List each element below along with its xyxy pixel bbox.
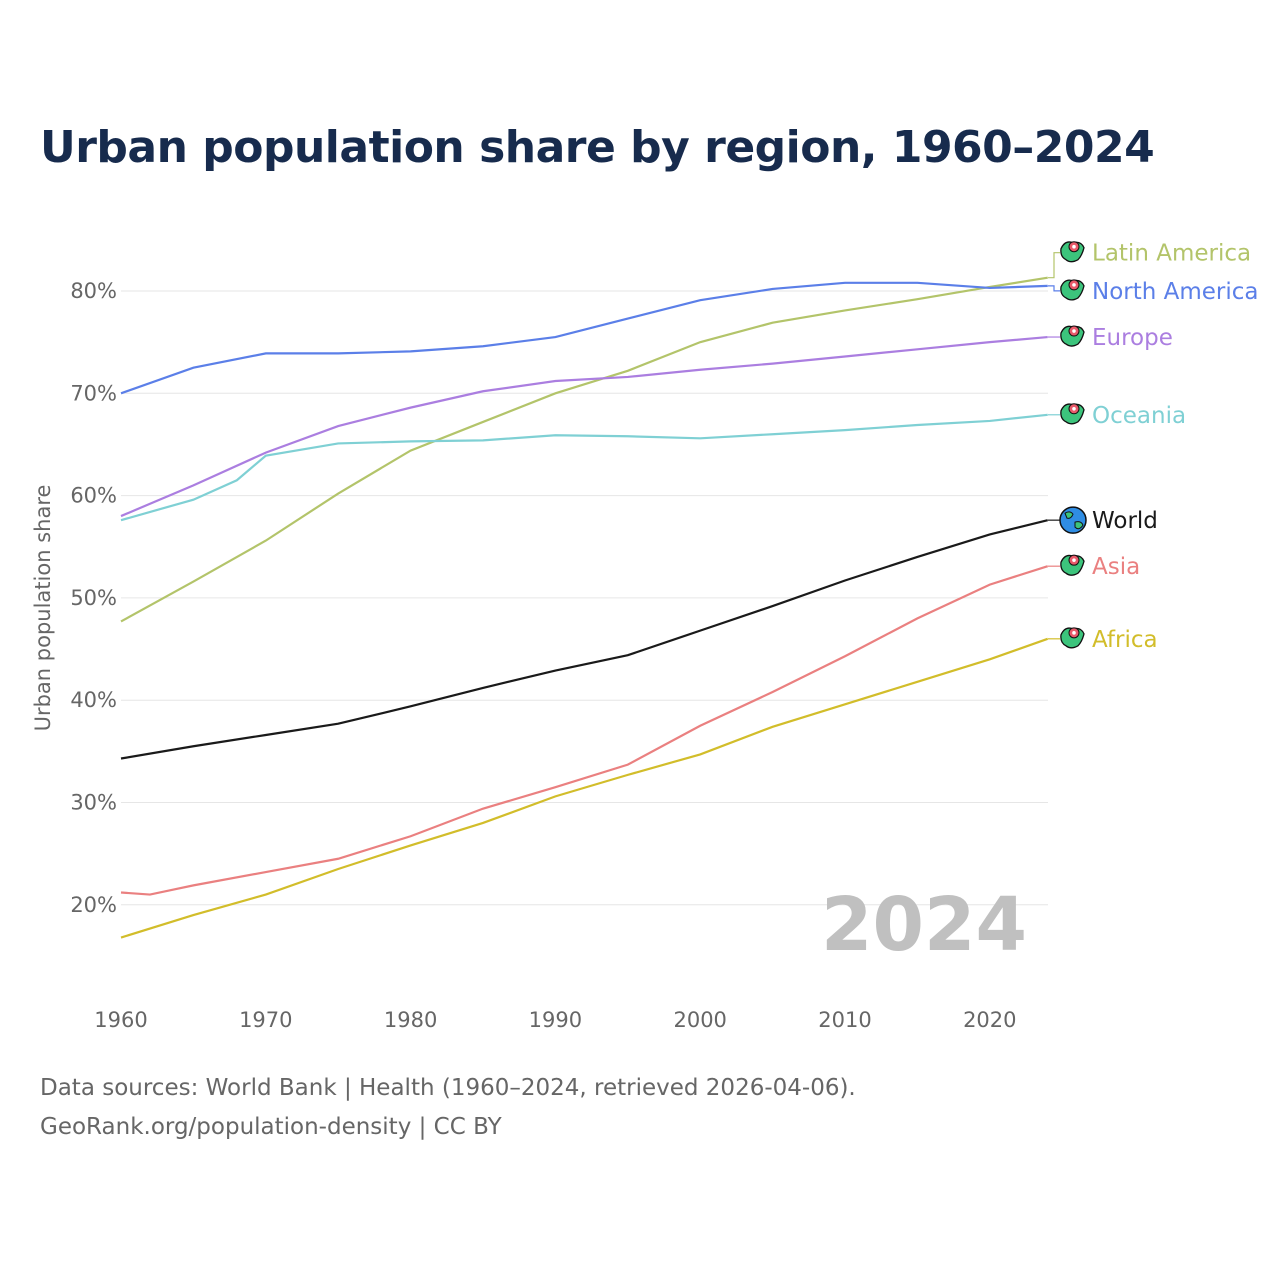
series-label: Africa: [1092, 627, 1158, 653]
series-line-europe: [120, 335, 1048, 518]
latin-america-map-icon: [1060, 241, 1085, 263]
year-watermark: 2024: [821, 882, 1027, 968]
x-tick-label: 1970: [239, 1008, 292, 1032]
y-tick-label: 60%: [70, 484, 117, 508]
y-tick-label: 30%: [70, 791, 117, 815]
series-label: Europe: [1092, 325, 1173, 351]
y-tick-label: 20%: [70, 893, 117, 917]
europe-map-icon: [1060, 325, 1085, 347]
series-label: North America: [1092, 279, 1259, 305]
x-tick-label: 2020: [963, 1008, 1016, 1032]
series-label: Latin America: [1092, 241, 1251, 267]
y-tick-label: 40%: [70, 688, 117, 712]
oceania-map-icon: [1060, 403, 1085, 425]
source-note: Data sources: World Bank | Health (1960–…: [40, 1075, 856, 1101]
label-connector: [1048, 285, 1060, 292]
y-axis-label: Urban population share: [31, 485, 55, 732]
series-line-asia: [120, 565, 1049, 896]
x-tick-label: 2010: [818, 1008, 871, 1032]
series-line-oceania: [120, 413, 1048, 522]
attribution: GeoRank.org/population-density | CC BY: [40, 1114, 502, 1140]
x-tick-label: 1990: [529, 1008, 582, 1032]
africa-map-icon: [1060, 627, 1085, 649]
x-tick-label: 1960: [94, 1008, 147, 1032]
series-line-latin-america: [120, 276, 1048, 623]
north-america-map-icon: [1060, 279, 1085, 301]
asia-map-icon: [1060, 554, 1085, 576]
y-tick-label: 70%: [70, 381, 117, 405]
y-tick-label: 80%: [70, 279, 117, 303]
label-connector: [1048, 252, 1060, 279]
series-label: Asia: [1092, 554, 1140, 580]
series-label: Oceania: [1092, 403, 1186, 429]
series-line-north-america: [120, 281, 1048, 395]
series-line-world: [120, 519, 1048, 760]
y-tick-label: 50%: [70, 586, 117, 610]
x-tick-label: 2000: [673, 1008, 726, 1032]
series-line-africa: [120, 637, 1049, 939]
globe-icon: [1059, 506, 1087, 534]
x-tick-label: 1980: [384, 1008, 437, 1032]
chart-title: Urban population share by region, 1960–2…: [40, 122, 1155, 173]
series-label: World: [1092, 508, 1158, 534]
